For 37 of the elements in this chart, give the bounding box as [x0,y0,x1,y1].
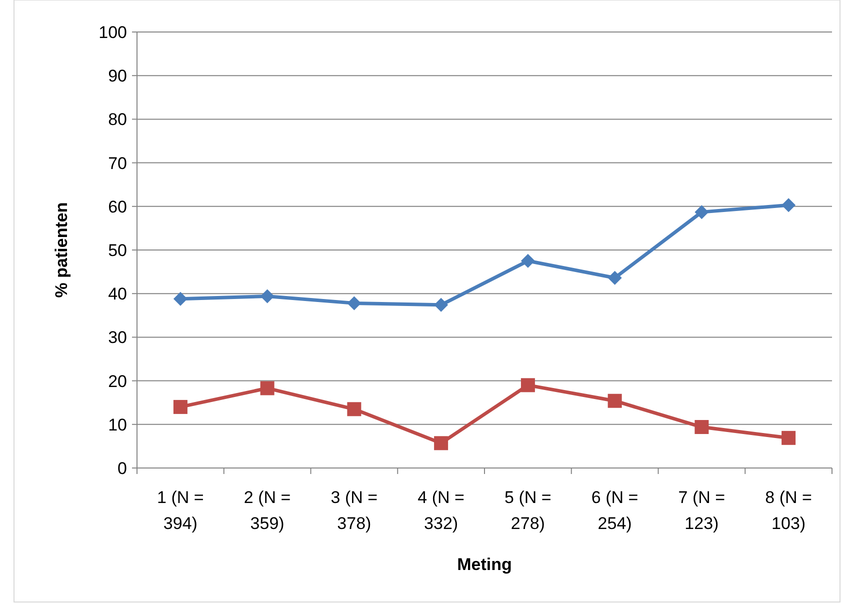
y-tick-label: 10 [108,415,127,434]
point [173,400,188,414]
x-tick-label: 4 (N = 332) [418,488,465,533]
point [347,402,362,416]
point [520,254,535,268]
y-tick-label: 70 [108,154,127,173]
point [260,289,274,304]
x-tick-label: 3 (N = 378) [330,488,378,533]
y-axis-title: % patienten [52,202,71,298]
point [347,296,362,310]
y-tick-label: 100 [98,22,127,42]
y-tick-label: 0 [118,458,127,478]
point [434,436,448,450]
point [694,420,709,434]
point [608,270,622,285]
y-tick-label: 90 [108,66,127,86]
y-tick-label: 30 [108,328,127,348]
point [782,198,796,212]
point [608,394,622,408]
point [694,205,709,220]
point [173,292,188,306]
x-tick-label: 8 (N = 103) [765,488,812,533]
point [434,298,448,312]
x-tick-label: 2 (N = 359) [244,488,291,533]
x-axis-title: Meting [457,555,512,574]
point [782,430,796,445]
point [260,381,274,396]
y-tick-label: 50 [108,240,127,260]
x-tick-label: 1 (N = 394) [157,488,204,533]
point [520,378,535,392]
y-tick-label: 80 [108,110,127,130]
x-tick-label: 6 (N = 254) [591,488,638,533]
x-tick-label: 5 (N = 278) [504,488,552,533]
y-tick-label: 20 [108,372,127,391]
x-tick-label: 7 (N = 123) [678,488,726,533]
y-tick-label: 40 [108,284,127,304]
y-tick-label: 60 [108,197,127,216]
